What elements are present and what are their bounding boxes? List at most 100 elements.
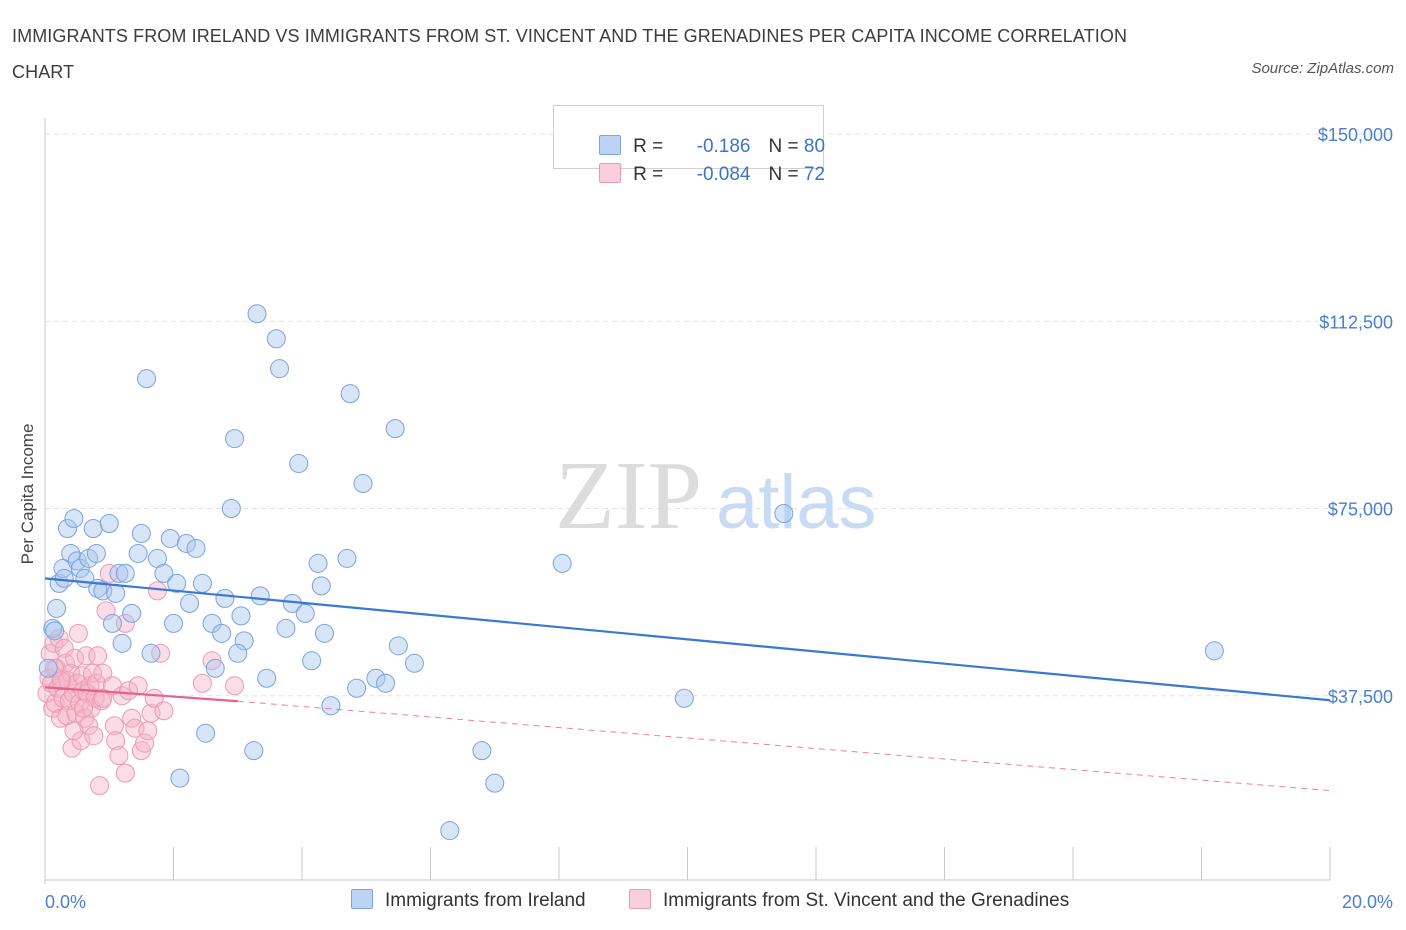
data-point-ireland [308,553,328,573]
data-point-ireland [485,773,505,793]
bottom-legend-label-vincent: Immigrants from St. Vincent and the Gren… [663,890,1070,911]
data-point-vincent [128,676,148,696]
legend-row-ireland: R = -0.186 N = 80 [578,113,825,157]
x-tick-labels: 0.0% 20.0% [45,892,1393,912]
source-label: Source: ZipAtlas.com [1251,60,1394,77]
data-point-ireland [128,543,148,563]
data-point-ireland [186,538,206,558]
trend-line-ireland [44,577,1331,702]
data-point-ireland [137,369,157,389]
x-tick-label: 0.0% [45,892,86,912]
data-point-vincent [138,721,158,741]
data-point-ireland [176,533,196,553]
axes [44,118,1331,884]
data-point-vincent [147,581,167,601]
data-point-ireland [266,329,286,349]
bottom-legend-label-ireland: Immigrants from Ireland [385,890,586,911]
legend-r-label: R = [633,136,669,157]
data-point-ireland [404,653,424,673]
data-point-ireland [47,598,67,618]
data-point-ireland [314,623,334,643]
data-point-ireland [276,618,296,638]
data-point-ireland [102,613,122,633]
legend: R = -0.186 N = 80 R = -0.084 N = 72 [553,105,825,185]
data-point-ireland [212,623,232,643]
data-point-ireland [440,821,460,841]
data-point-vincent [54,638,74,658]
legend-n-value: 72 [803,164,826,185]
data-point-ireland [215,588,235,608]
data-point-vincent [74,698,94,718]
data-point-ireland [257,668,277,688]
data-point-ireland [160,528,180,548]
trend-lines [44,577,1331,792]
data-point-vincent [76,646,96,666]
data-point-ireland [141,643,161,663]
data-point-ireland [366,668,386,688]
data-point-ireland [353,474,373,494]
data-point-vincent [90,776,110,796]
data-point-ireland [54,568,74,588]
legend-row-vincent: R = -0.084 N = 72 [578,141,825,185]
data-point-ireland [192,573,212,593]
data-point-vincent [135,733,155,753]
data-point-ireland [109,563,129,583]
data-point-ireland [202,613,222,633]
data-point-vincent [119,681,139,701]
data-point-ireland [196,723,216,743]
data-point-vincent [109,746,129,766]
y-tick-label: $75,000 [1328,500,1393,520]
y-tick-label: $112,500 [1319,312,1393,332]
data-point-ireland [112,633,132,653]
data-point-vincent [192,673,212,693]
trend-line-vincent [44,686,238,703]
data-point-ireland [106,583,126,603]
legend-r-value: -0.186 [696,136,751,157]
trend-line-vincent-extension [237,700,1331,792]
data-point-ireland [43,618,63,638]
data-point-ireland [83,518,103,538]
data-point-ireland [234,631,254,651]
watermark: ZIP atlas [555,442,877,550]
data-point-vincent [104,716,124,736]
legend-r-value: -0.084 [696,164,751,185]
data-point-vincent [71,731,91,751]
data-point-ireland [774,503,794,523]
data-point-ireland [228,643,248,663]
data-point-ireland [170,768,190,788]
data-point-ireland [247,304,267,324]
data-point-ireland [311,576,331,596]
data-point-ireland [385,419,405,439]
data-point-ireland [205,658,225,678]
data-point-ireland [250,586,270,606]
y-tick-labels: $37,500 $75,000 $112,500 $150,000 [1318,125,1393,707]
legend-n-label: N = [768,136,804,157]
data-point-ireland [38,658,58,678]
data-point-ireland [154,563,174,583]
data-point-ireland [270,359,290,379]
legend-swatch-vincent [599,163,622,183]
data-point-ireland [180,593,200,613]
data-point-ireland [388,636,408,656]
data-point-vincent [68,623,88,643]
watermark-atlas: atlas [716,460,877,545]
data-point-vincent [96,601,116,621]
data-point-ireland [64,508,84,528]
data-point-vincent [88,646,108,666]
y-tick-label: $150,000 [1318,125,1393,145]
watermark-zip: ZIP [555,442,702,550]
data-point-vincent [106,731,126,751]
data-point-ireland [552,553,572,573]
data-point-ireland [674,688,694,708]
data-point-vincent [70,693,90,713]
data-point-ireland [347,678,367,698]
data-point-ireland [99,513,119,533]
data-point-vincent [83,663,103,683]
data-point-ireland [122,603,142,623]
data-point-ireland [45,621,65,641]
data-point-vincent [51,671,71,691]
x-tick-label: 20.0% [1342,892,1393,912]
data-point-ireland [164,613,183,633]
data-point-vincent [64,721,84,741]
data-point-ireland [57,518,77,538]
